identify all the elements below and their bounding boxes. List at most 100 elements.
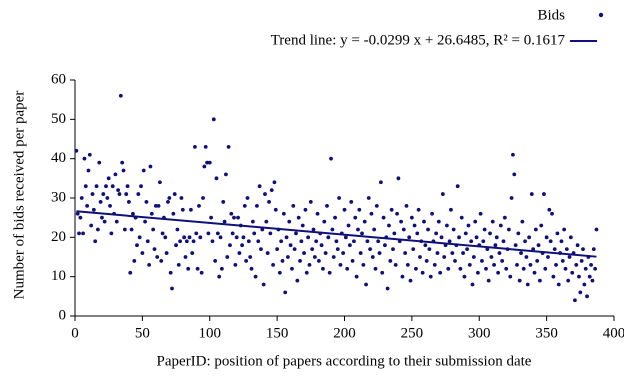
data-point <box>226 144 231 149</box>
data-point <box>537 278 542 283</box>
data-point <box>302 251 306 255</box>
data-point <box>105 196 110 200</box>
data-point <box>267 200 271 204</box>
data-point <box>589 262 593 267</box>
data-point <box>298 259 302 263</box>
data-point <box>198 235 203 240</box>
data-point <box>393 262 398 267</box>
data-point <box>465 247 470 252</box>
data-point <box>360 231 364 236</box>
data-point <box>369 211 374 216</box>
data-point <box>449 207 453 212</box>
data-point <box>303 207 308 212</box>
data-point <box>244 259 249 263</box>
data-point <box>438 270 443 275</box>
data-point <box>172 192 177 196</box>
data-point <box>554 262 558 267</box>
data-point <box>519 251 523 255</box>
data-point <box>357 207 362 212</box>
data-point <box>490 219 495 224</box>
data-point <box>316 259 321 263</box>
data-point <box>385 286 390 291</box>
data-point <box>250 219 255 224</box>
data-point <box>392 231 397 236</box>
data-point <box>436 219 441 224</box>
data-point <box>372 227 377 232</box>
y-tick-label: 10 <box>51 268 66 284</box>
data-point <box>528 262 533 267</box>
data-point <box>122 227 127 232</box>
data-point <box>548 239 553 244</box>
data-point <box>407 235 412 240</box>
data-point <box>535 259 540 263</box>
trend-line <box>76 210 597 258</box>
data-point <box>296 215 301 220</box>
data-point <box>152 247 157 252</box>
data-point <box>86 168 91 173</box>
data-point <box>308 200 313 204</box>
data-point <box>149 211 154 216</box>
data-point <box>377 251 382 255</box>
data-point <box>83 184 88 189</box>
data-point <box>113 172 118 177</box>
data-point <box>201 196 205 200</box>
data-point <box>478 211 483 216</box>
legend-marker <box>598 12 604 18</box>
data-point <box>145 239 150 244</box>
data-point <box>202 164 207 169</box>
data-point <box>106 176 111 181</box>
data-point <box>373 266 378 271</box>
data-point <box>387 223 391 228</box>
data-point <box>259 247 263 252</box>
data-point <box>352 239 356 244</box>
data-point <box>191 239 196 244</box>
data-point <box>281 211 286 216</box>
data-point <box>577 274 581 279</box>
data-point <box>424 259 429 263</box>
data-point <box>573 298 577 303</box>
data-point <box>559 239 564 244</box>
data-point <box>186 266 191 271</box>
x-tick-label: 100 <box>199 325 222 341</box>
data-point <box>462 274 467 279</box>
data-point <box>118 93 123 98</box>
data-point <box>527 235 532 240</box>
data-point <box>430 211 434 216</box>
data-point <box>225 255 230 259</box>
y-axis-label: Number of bids received per paper <box>11 91 27 300</box>
data-point <box>408 278 413 283</box>
data-point <box>85 203 90 208</box>
data-point <box>236 215 240 220</box>
data-point <box>470 282 475 287</box>
data-point <box>467 262 472 267</box>
data-point <box>312 255 317 259</box>
data-point <box>415 231 420 236</box>
data-point <box>263 192 267 196</box>
data-point <box>171 211 176 216</box>
x-tick-label: 50 <box>135 325 150 341</box>
data-point <box>174 243 178 248</box>
data-point <box>338 262 343 267</box>
data-point <box>183 255 188 259</box>
data-point <box>435 251 440 255</box>
data-point <box>544 235 549 240</box>
data-point <box>404 203 409 208</box>
data-point <box>81 231 85 236</box>
data-point <box>575 243 580 248</box>
data-point <box>434 231 439 236</box>
data-point <box>509 196 514 200</box>
data-point <box>511 152 515 157</box>
data-point <box>550 211 554 216</box>
data-point <box>157 180 162 185</box>
data-point <box>349 200 354 204</box>
data-point <box>98 200 103 204</box>
data-point <box>391 247 395 252</box>
data-point <box>381 215 386 220</box>
data-point <box>570 270 575 275</box>
data-point <box>347 243 352 248</box>
data-point <box>170 286 174 291</box>
data-point <box>361 262 366 267</box>
data-point <box>547 207 552 212</box>
data-point <box>587 274 592 279</box>
